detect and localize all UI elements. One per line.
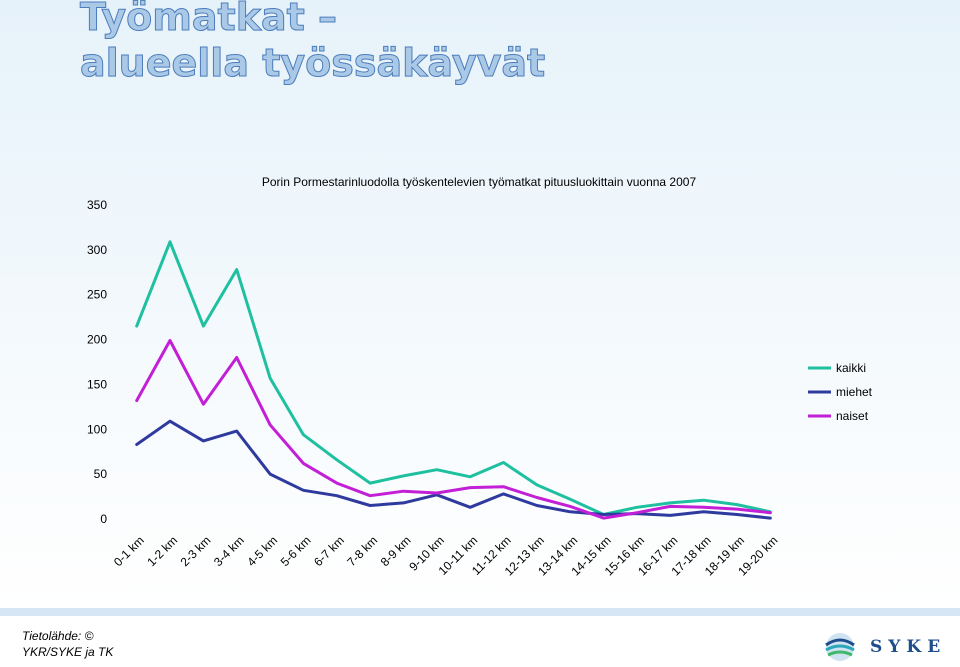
series-line-miehet	[135, 419, 772, 520]
y-tick-label: 200	[87, 333, 107, 347]
x-tick-label: 3-4 km	[211, 533, 247, 569]
series-line-kaikki	[135, 240, 772, 516]
y-tick-label: 150	[87, 377, 107, 391]
legend: kaikki miehet naiset	[808, 361, 873, 423]
source-line1: Tietolähde: ©	[22, 629, 94, 643]
source-line2: YKR/SYKE ja TK	[22, 645, 114, 659]
y-tick-label: 50	[94, 467, 108, 481]
footer-band	[0, 608, 960, 616]
x-tick-label: 5-6 km	[278, 533, 314, 569]
x-tick-label: 2-3 km	[178, 533, 214, 569]
line-chart: Porin Pormestarinluodolla työskentelevie…	[87, 175, 873, 578]
y-tick-label: 350	[87, 198, 107, 212]
y-tick-label: 100	[87, 422, 107, 436]
x-tick-label: 0-1 km	[111, 533, 147, 569]
series-group	[135, 240, 772, 520]
slide-title: Työmatkat – alueella työssäkäyvät	[79, 0, 546, 86]
series-line-naiset	[135, 339, 772, 520]
slide-title-line2: alueella työssäkäyvät	[79, 41, 546, 86]
slide-background	[0, 0, 960, 608]
x-tick-label: 1-2 km	[144, 533, 180, 569]
x-tick-label: 4-5 km	[244, 533, 280, 569]
x-axis: 0-1 km1-2 km2-3 km3-4 km4-5 km5-6 km6-7 …	[111, 533, 780, 578]
legend-label-kaikki: kaikki	[836, 361, 866, 375]
x-tick-label: 7-8 km	[344, 533, 380, 569]
source-note: Tietolähde: © YKR/SYKE ja TK	[22, 628, 113, 660]
y-tick-label: 300	[87, 243, 107, 257]
y-axis: 0 50 100 150 200 250 300 350	[87, 198, 107, 526]
x-tick-label: 6-7 km	[311, 533, 347, 569]
legend-label-miehet: miehet	[836, 385, 873, 399]
slide-title-line1: Työmatkat –	[79, 0, 338, 40]
syke-logo-icon	[825, 633, 855, 661]
chart-title: Porin Pormestarinluodolla työskentelevie…	[262, 175, 697, 189]
legend-label-naiset: naiset	[836, 409, 869, 423]
y-tick-label: 250	[87, 288, 107, 302]
y-tick-label: 0	[100, 512, 107, 526]
syke-logo-text: SYKE	[870, 637, 947, 657]
